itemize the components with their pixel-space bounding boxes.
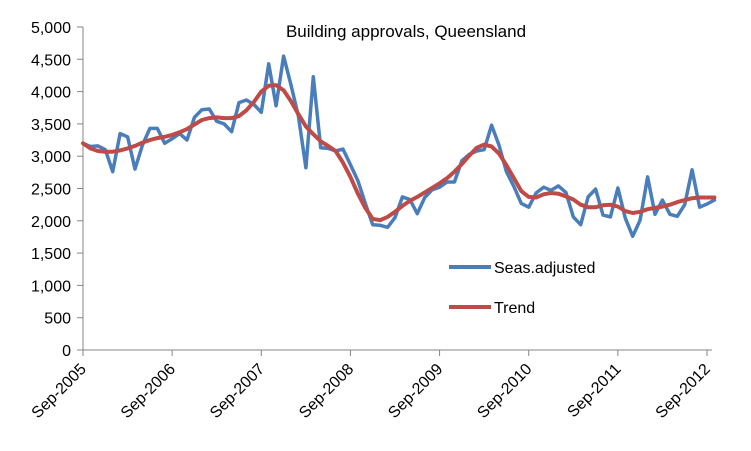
x-tick-label: Sep-2006 xyxy=(118,361,179,422)
x-tick-label: Sep-2011 xyxy=(564,361,624,421)
y-tick-label: 2,000 xyxy=(31,214,71,231)
legend-label-seas-adjusted: Seas.adjusted xyxy=(494,260,595,277)
y-tick-label: 500 xyxy=(44,311,71,328)
y-tick-label: 4,000 xyxy=(31,85,71,102)
y-tick-label: 2,500 xyxy=(31,182,71,199)
x-tick-label: Sep-2008 xyxy=(296,361,357,422)
legend-label-trend: Trend xyxy=(494,300,535,317)
y-tick-label: 5,000 xyxy=(31,20,71,37)
x-tick-label: Sep-2009 xyxy=(385,361,446,422)
legend: Seas.adjusted Trend xyxy=(449,260,595,317)
y-tick-label: 1,500 xyxy=(31,246,71,263)
y-axis: 0 500 1,000 1,500 2,000 2,500 3,000 3,500 4,000 4… xyxy=(31,20,84,360)
y-tick-label: 0 xyxy=(62,343,71,360)
x-tick-label: Sep-2005 xyxy=(29,361,90,422)
y-tick-label: 4,500 xyxy=(31,52,71,69)
x-tick-label: Sep-2007 xyxy=(207,361,268,422)
x-tick-label: Sep-2010 xyxy=(474,361,535,422)
chart-title: Building approvals, Queensland xyxy=(286,22,526,41)
y-tick-label: 1,000 xyxy=(31,278,71,295)
y-tick-label: 3,500 xyxy=(31,117,71,134)
series-line-trend xyxy=(81,83,717,223)
y-tick-label: 3,000 xyxy=(31,149,71,166)
series-group xyxy=(81,54,717,239)
x-axis: Sep-2005 Sep-2006 Sep-2007 Sep-2008 Sep-2009… xyxy=(29,349,714,422)
x-tick-label: Sep-2012 xyxy=(653,361,714,422)
